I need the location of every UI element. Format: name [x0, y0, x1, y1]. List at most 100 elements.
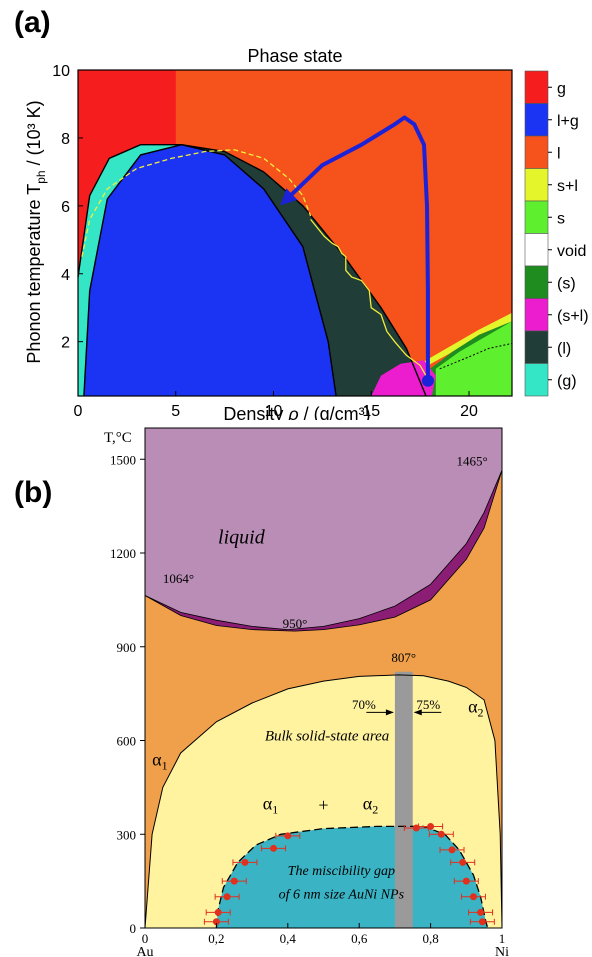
- data-point: [448, 846, 456, 854]
- solidus-line: [144, 470, 503, 632]
- plot-frame: [77, 69, 513, 397]
- phase-lines: [77, 115, 513, 397]
- data-point: [241, 858, 249, 866]
- yellow-solid-line: [310, 218, 429, 380]
- data-point: [427, 822, 435, 830]
- panel-a-label: (a): [14, 6, 51, 39]
- alpha1-mid-label: α1: [263, 793, 278, 816]
- data-point: [212, 918, 220, 926]
- legend: g l+g l s+l s void (s) (s+l) (l) (g): [524, 70, 589, 397]
- legend-swatch: [524, 70, 549, 104]
- legend-label: (s+l): [557, 308, 589, 325]
- phase-regions: [78, 70, 512, 396]
- panel-b-label: (b): [14, 476, 53, 509]
- y-tick-label: 6: [61, 199, 70, 216]
- yellow-dashed-line: [81, 149, 312, 257]
- liquid-label: liquid: [218, 527, 266, 549]
- y-axis-label: T,°C: [104, 430, 132, 446]
- liquidus-line: [144, 470, 503, 631]
- region-solid-liquid-metastable: [371, 360, 436, 396]
- x-tick-label: 15: [362, 403, 380, 420]
- data-point: [462, 877, 470, 885]
- y-tick-label: 0: [130, 921, 137, 936]
- legend-label: (g): [557, 373, 577, 390]
- phase-regions: [145, 428, 502, 928]
- x-tick-label: 0,6: [351, 931, 368, 946]
- x-tick-label: 5: [171, 403, 180, 420]
- legend-swatch: [524, 330, 549, 364]
- legend-swatch: [524, 200, 549, 234]
- y-axis-label: Phonon temperature Tph / (10³ K): [24, 100, 48, 363]
- x-tick-label: 20: [460, 403, 478, 420]
- data-point: [214, 908, 222, 916]
- legend-label: l+g: [557, 113, 579, 130]
- x-axis-label: Density ρ / (g/cm³): [223, 404, 370, 420]
- x-tick-label: 1: [499, 931, 506, 946]
- legend-swatch: [524, 298, 549, 332]
- region-gas-metastable: [78, 144, 182, 396]
- temp-1064-label: 1064°: [163, 571, 194, 586]
- x-tick-label: 10: [265, 403, 283, 420]
- region-solid: [435, 321, 512, 396]
- data-point: [230, 877, 238, 885]
- gap-label-line2: of 6 nm size AuNi NPs: [279, 887, 405, 902]
- y-tick-label: 1200: [110, 546, 136, 561]
- region-liquid-gas: [83, 144, 337, 396]
- legend-label: s+l: [557, 178, 578, 195]
- region-two-phase: [145, 470, 502, 632]
- binodal-line: [83, 143, 337, 397]
- region-nano-gap: [216, 826, 488, 928]
- x-ticks: 0 0,2 0,4 0,6 0,8 1 Au Ni: [136, 923, 509, 957]
- data-point: [412, 824, 420, 832]
- pct-70-label: 70%: [352, 697, 376, 712]
- data-point: [478, 918, 486, 926]
- legend-swatch: [524, 265, 549, 299]
- x-tick-label: 0: [74, 403, 83, 420]
- bulk-area-label: Bulk solid-state area: [265, 729, 389, 745]
- y-tick-label: 8: [61, 131, 70, 148]
- alpha1-left-label: α1: [152, 750, 167, 773]
- legend-label: void: [557, 243, 586, 260]
- y-ticks: 0 300 600 900 1200 1500: [110, 452, 145, 936]
- phase-labels: liquid 1064° 950° 1465° 807° 70% 75% Bulk solid…: [152, 453, 488, 902]
- trajectory-arrowhead: [280, 188, 298, 206]
- y-ticks: 2 4 6 8 10: [52, 63, 83, 352]
- y-tick-label: 900: [117, 640, 137, 655]
- legend-swatch: [524, 135, 549, 169]
- x-end-label-au: Au: [136, 945, 153, 957]
- legend-swatch: [524, 233, 549, 267]
- spinodal-line: [77, 143, 427, 397]
- legend-swatch: [524, 103, 549, 137]
- plus-label: +: [318, 795, 328, 815]
- y-tick-label: 300: [117, 827, 137, 842]
- legend-label: g: [557, 80, 566, 97]
- alpha2-right-label: α2: [468, 696, 483, 719]
- arrowhead-70: [385, 709, 394, 716]
- legend-label: l: [557, 145, 561, 162]
- y-tick-label: 4: [61, 267, 70, 284]
- x-tick-label: 0: [142, 931, 149, 946]
- legend-swatch: [524, 363, 549, 397]
- x-tick-label: 0,8: [422, 931, 438, 946]
- data-point: [477, 908, 485, 916]
- y-tick-label: 2: [61, 335, 70, 352]
- data-point: [270, 844, 278, 852]
- data-point: [284, 832, 292, 840]
- alpha2-mid-label: α2: [363, 793, 378, 816]
- legend-label: (l): [557, 340, 571, 357]
- phase-state-chart: 0 5 10 15 20 2 4 6 8 10 Phase state Density ρ / …: [24, 46, 589, 420]
- chart-title: Phase state: [247, 46, 342, 66]
- x-tick-label: 0,4: [280, 931, 297, 946]
- trajectory-line: [281, 115, 430, 383]
- legend-swatch: [524, 168, 549, 202]
- start-point: [421, 374, 434, 387]
- gap-label-line1: The miscibility gap: [288, 864, 395, 879]
- data-point: [437, 830, 445, 838]
- data-point: [469, 893, 477, 901]
- y-tick-label: 10: [52, 63, 70, 80]
- legend-label: (s): [557, 275, 576, 292]
- x-ticks: 0 5 10 15 20: [74, 391, 478, 420]
- y-tick-label: 600: [117, 734, 137, 749]
- y-tick-label: 1500: [110, 452, 136, 467]
- bulk-gap-line: [144, 674, 503, 929]
